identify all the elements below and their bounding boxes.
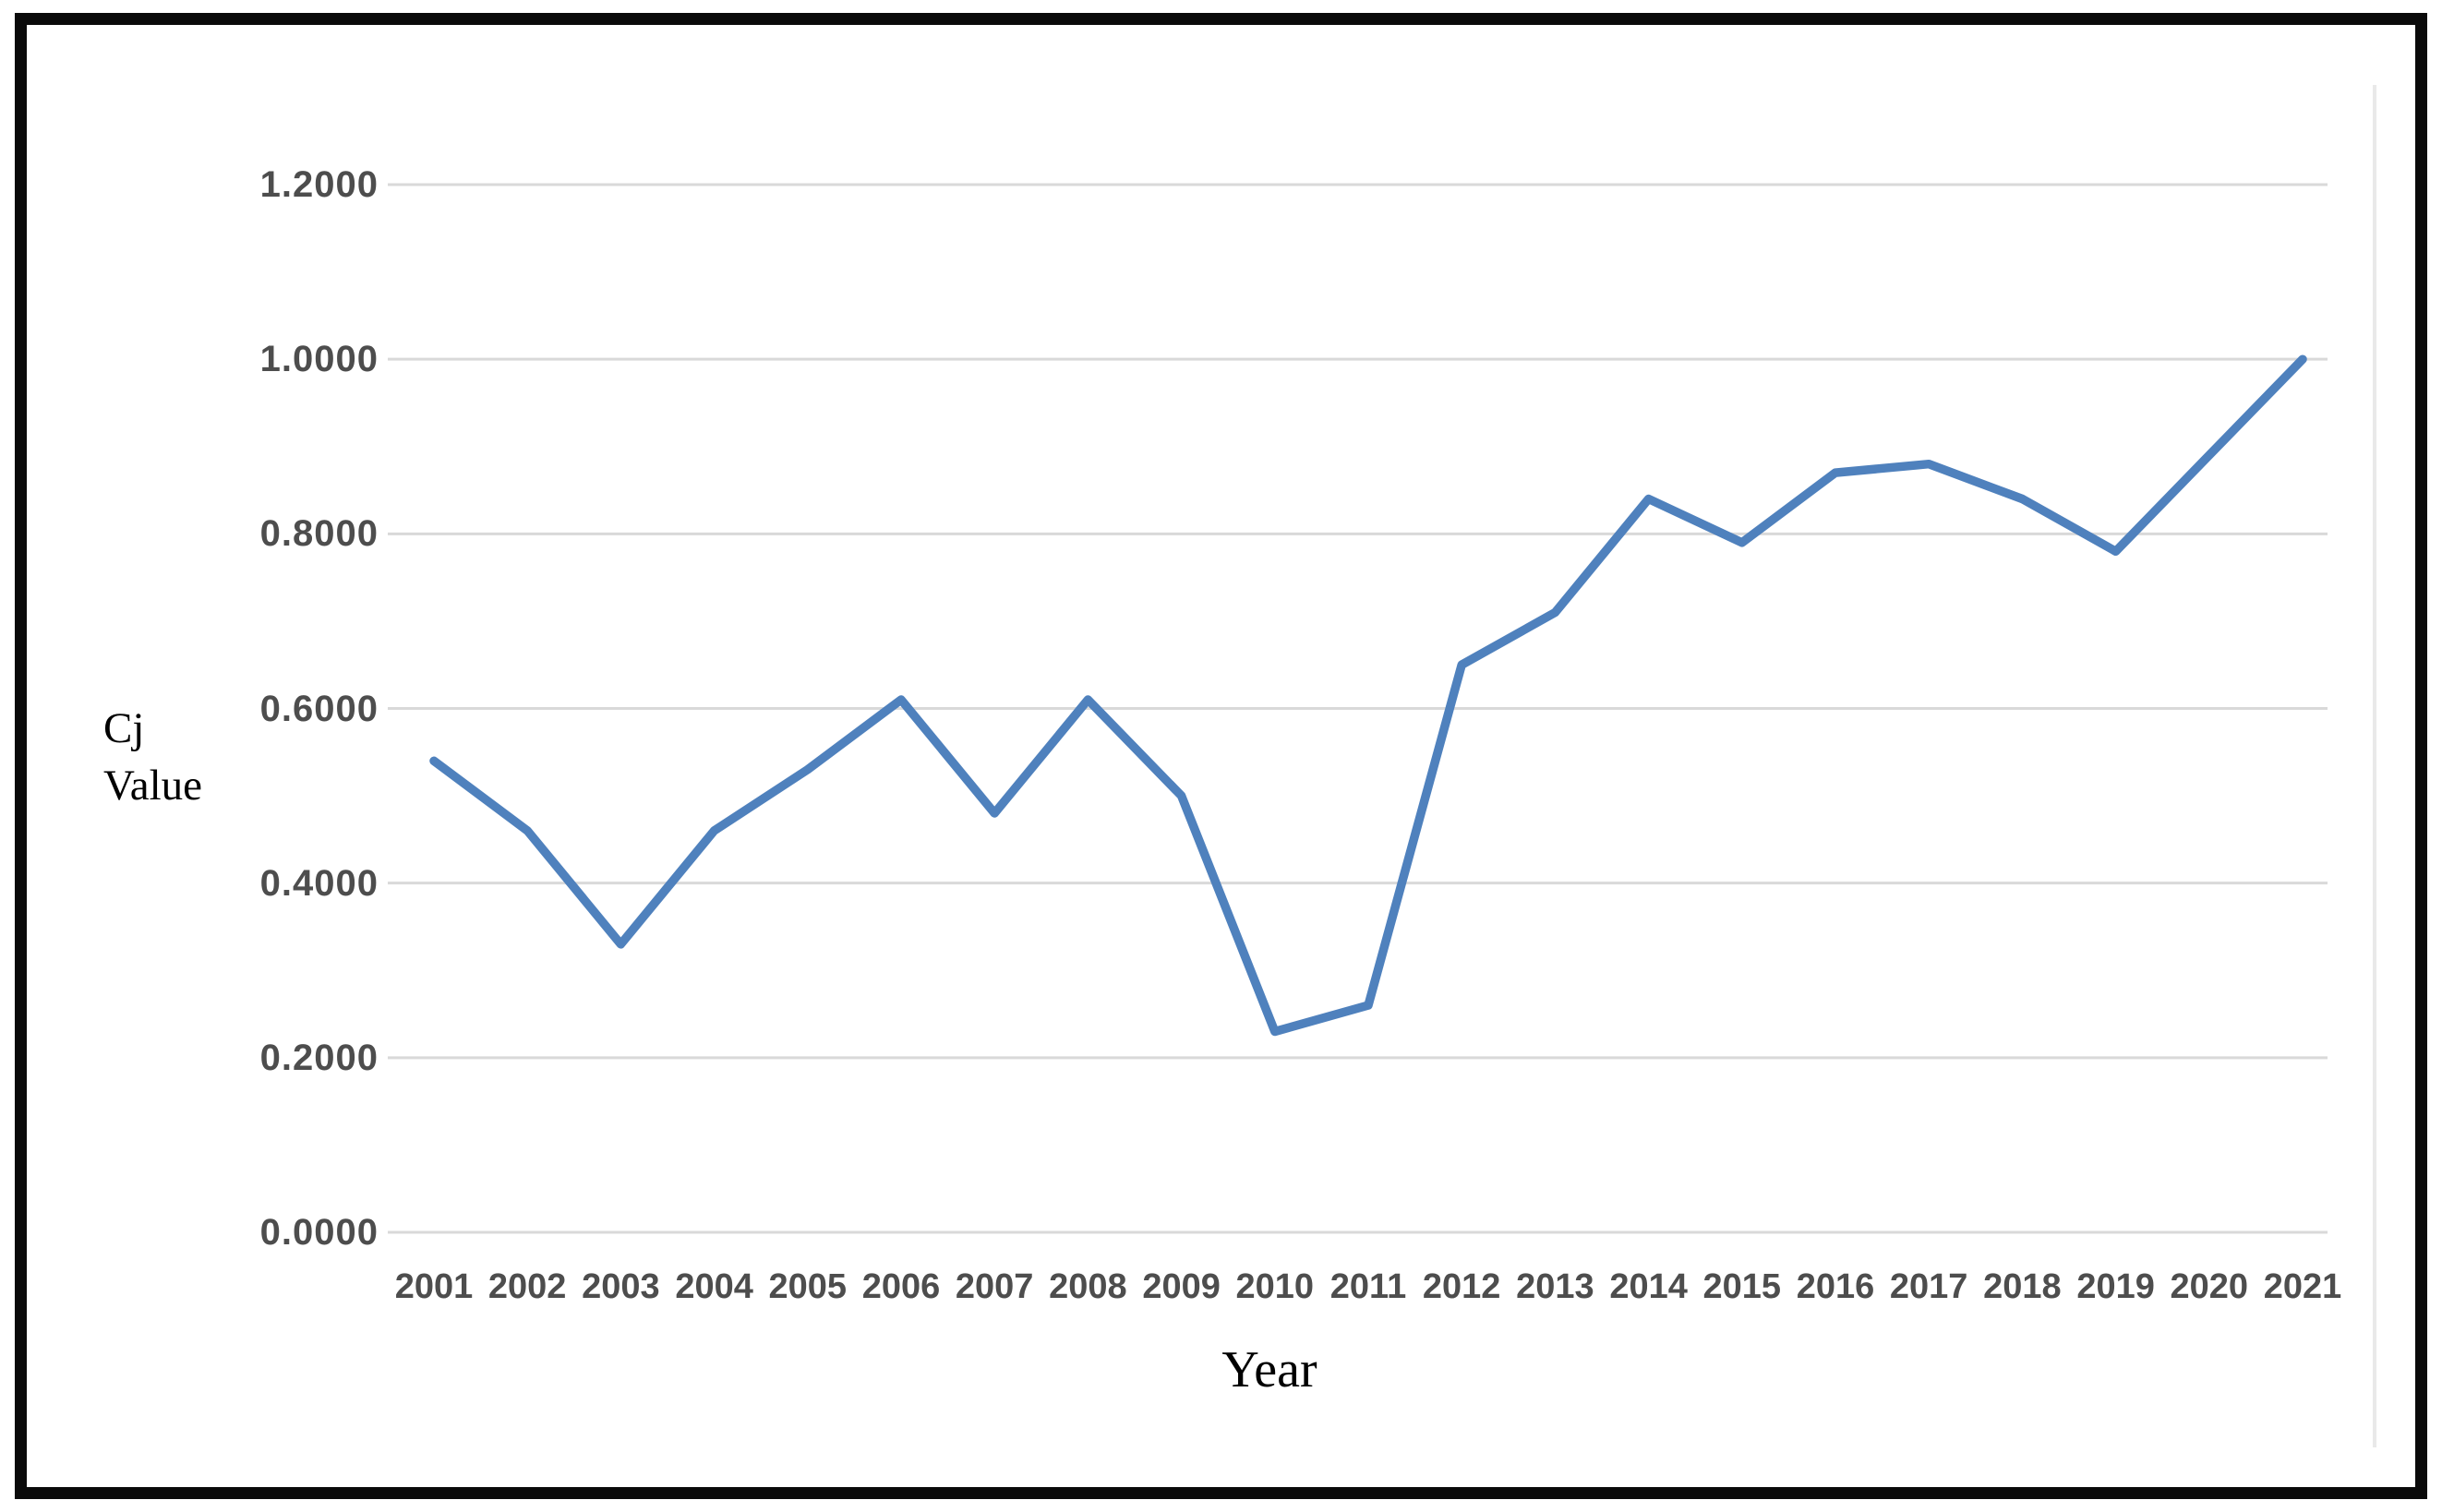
x-tick-label-2008: 2008	[1049, 1267, 1127, 1306]
x-tick-label-2012: 2012	[1422, 1267, 1501, 1306]
y-axis-title: Cj Value	[103, 700, 202, 814]
y-tick-label-1.0000: 1.0000	[259, 339, 379, 380]
x-tick-label-2001: 2001	[394, 1267, 474, 1306]
x-tick-label-2005: 2005	[768, 1267, 848, 1306]
x-tick-label-2011: 2011	[1329, 1267, 1407, 1306]
y-axis-title-line1: Cj	[103, 704, 145, 752]
x-tick-label-2015: 2015	[1702, 1267, 1782, 1306]
y-tick-label-0.2000: 0.2000	[259, 1037, 379, 1078]
y-tick-label-0.6000: 0.6000	[259, 688, 379, 729]
x-axis-title: Year	[1221, 1341, 1317, 1398]
x-tick-label-2020: 2020	[2170, 1267, 2249, 1306]
cj-value-series-line	[429, 354, 2307, 1037]
y-tick-label-0.8000: 0.8000	[259, 513, 379, 555]
x-tick-label-2007: 2007	[955, 1267, 1034, 1306]
y-tick-label-1.2000: 1.2000	[259, 164, 379, 205]
x-tick-label-2006: 2006	[861, 1267, 941, 1306]
x-tick-label-2013: 2013	[1516, 1267, 1594, 1306]
x-tick-label-2010: 2010	[1235, 1267, 1315, 1306]
x-tick-label-2003: 2003	[582, 1267, 660, 1306]
x-tick-label-2004: 2004	[675, 1267, 753, 1306]
y-tick-label-0.0000: 0.0000	[259, 1212, 379, 1253]
x-tick-label-2021: 2021	[2263, 1267, 2342, 1306]
x-tick-label-2019: 2019	[2076, 1267, 2155, 1306]
x-tick-label-2017: 2017	[1889, 1267, 1968, 1306]
x-tick-label-2014: 2014	[1609, 1267, 1688, 1306]
y-axis-title-line2: Value	[103, 762, 203, 810]
x-tick-label-2018: 2018	[1983, 1267, 2062, 1306]
x-tick-label-2009: 2009	[1142, 1267, 1221, 1306]
y-tick-label-0.4000: 0.4000	[259, 862, 379, 904]
x-tick-label-2002: 2002	[487, 1267, 567, 1306]
x-tick-label-2016: 2016	[1796, 1267, 1875, 1306]
